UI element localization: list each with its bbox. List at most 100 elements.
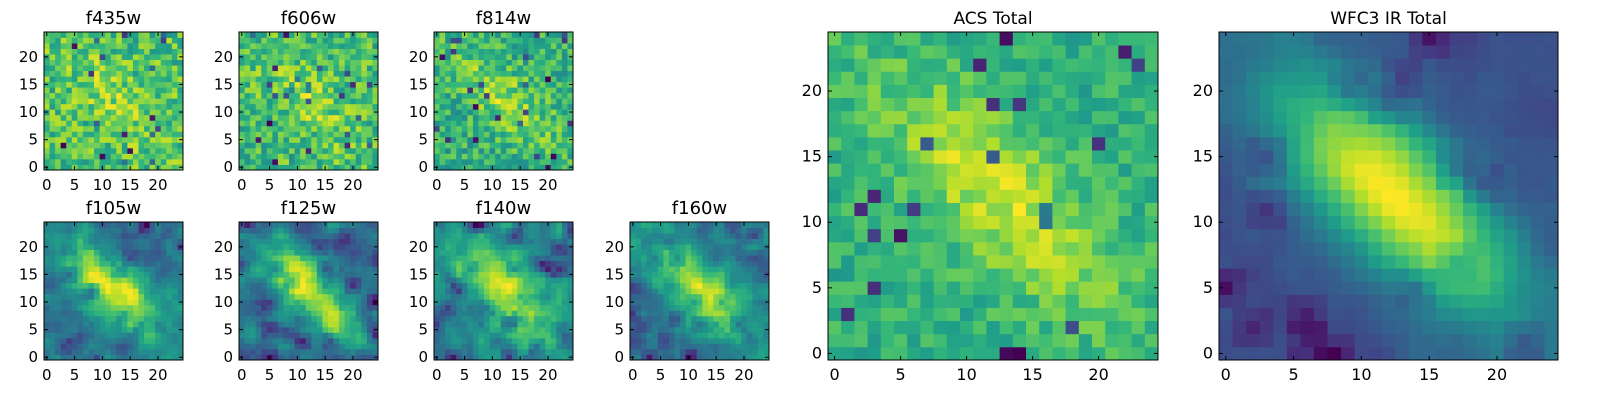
heatmap-cell [132, 131, 139, 138]
heatmap-cell [534, 332, 541, 339]
heatmap-cell [160, 153, 167, 160]
heatmap-cell [121, 348, 128, 355]
heatmap-cell [472, 120, 479, 127]
heatmap-cell [545, 343, 552, 350]
heatmap-cell [294, 348, 301, 355]
heatmap-cell [500, 255, 507, 262]
heatmap-cell [724, 315, 731, 322]
heatmap-cell [171, 76, 178, 83]
heatmap-cell [556, 32, 563, 38]
heatmap-cell [456, 32, 463, 38]
heatmap-cell [696, 255, 703, 262]
heatmap-cell [652, 249, 659, 256]
heatmap-cell [277, 326, 284, 333]
heatmap-cell [171, 348, 178, 355]
heatmap-cell [495, 109, 502, 116]
heatmap-cell [60, 125, 67, 132]
heatmap-cell [522, 277, 529, 284]
axes-frame [238, 31, 379, 171]
heatmap-cell [746, 321, 753, 328]
x-tick-label: 15 [316, 366, 335, 384]
heatmap-cell [467, 332, 474, 339]
heatmap-cell [144, 120, 151, 127]
heatmap-cell [946, 307, 961, 322]
heatmap-cell [272, 255, 279, 262]
heatmap-cell [461, 233, 468, 239]
heatmap-cell [127, 326, 134, 333]
heatmap-cell [71, 76, 78, 83]
heatmap-cell [445, 271, 452, 278]
heatmap-cell [66, 76, 73, 83]
heatmap-cell [316, 260, 323, 267]
heatmap-cell [244, 299, 251, 306]
heatmap-cell [517, 147, 524, 154]
heatmap-cell [691, 299, 698, 306]
heatmap-cell [1092, 215, 1106, 230]
heatmap-cell [94, 54, 100, 60]
heatmap-cell [344, 222, 351, 228]
heatmap-cell [160, 147, 167, 154]
heatmap-cell [44, 343, 50, 350]
heatmap-cell [244, 332, 251, 339]
heatmap-cell [355, 98, 362, 105]
heatmap-cell [880, 320, 895, 335]
heatmap-cell [946, 333, 961, 348]
heatmap-cell [522, 244, 529, 250]
heatmap-cell [550, 255, 557, 262]
heatmap-cell [467, 222, 474, 228]
heatmap-cell [49, 114, 56, 121]
heatmap-cell [506, 282, 513, 289]
heatmap-cell [1052, 307, 1066, 322]
heatmap-cell [534, 293, 541, 300]
heatmap-cell [99, 153, 106, 160]
heatmap-cell [144, 255, 151, 262]
heatmap-cell [322, 87, 329, 94]
heatmap-cell [973, 228, 987, 243]
heatmap-cell [160, 244, 167, 250]
heatmap-cell [495, 136, 502, 143]
heatmap-cell [920, 255, 934, 269]
heatmap-cell [534, 109, 541, 116]
heatmap-cell [116, 266, 123, 273]
heatmap-cell [973, 189, 987, 203]
heatmap-cell [244, 131, 251, 138]
heatmap-cell [506, 120, 513, 127]
heatmap-cell [730, 238, 737, 245]
heatmap-cell [305, 354, 312, 361]
heatmap-cell [55, 260, 62, 267]
heatmap-cell [511, 48, 518, 55]
heatmap-cell [635, 282, 642, 289]
heatmap-cell [702, 249, 709, 256]
heatmap-cell [1092, 189, 1106, 203]
heatmap-cell [77, 59, 84, 66]
heatmap-cell [550, 164, 557, 171]
heatmap-cell [316, 343, 323, 350]
heatmap-cell [461, 238, 468, 245]
heatmap-cell [484, 238, 490, 245]
heatmap-cell [372, 332, 379, 339]
heatmap-cell [55, 249, 62, 256]
heatmap-cells [44, 222, 184, 361]
heatmap-cell [244, 310, 251, 317]
heatmap-cell [528, 315, 535, 322]
heatmap-cell [691, 277, 698, 284]
heatmap-cell [561, 48, 568, 55]
heatmap-cell [344, 158, 351, 165]
heatmap-cell [305, 109, 312, 116]
heatmap-cell [311, 343, 318, 350]
heatmap-cell [361, 249, 368, 256]
heatmap-cell [333, 164, 340, 171]
heatmap-cell [691, 271, 698, 278]
heatmap-cell [674, 260, 681, 267]
heatmap-cell [702, 271, 709, 278]
heatmap-cell [495, 120, 502, 127]
heatmap-cell [439, 76, 446, 83]
heatmap-cell [300, 354, 307, 361]
heatmap-cell [539, 293, 546, 300]
heatmap-cell [171, 136, 178, 143]
heatmap-cell [116, 48, 123, 55]
heatmap-cell [500, 238, 507, 245]
heatmap-cell [177, 37, 184, 44]
heatmap-cell [289, 103, 295, 110]
heatmap-cell [132, 277, 139, 284]
